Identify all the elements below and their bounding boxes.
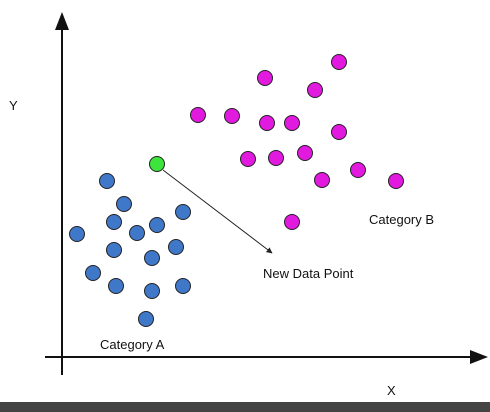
category-a-point — [108, 278, 124, 294]
category-b-point — [388, 173, 404, 189]
category-b-point — [284, 115, 300, 131]
category-a-point — [149, 217, 165, 233]
category-a-point — [99, 173, 115, 189]
category-a-point — [144, 283, 160, 299]
category-a-point — [85, 265, 101, 281]
category-a-point — [175, 204, 191, 220]
category-b-points — [190, 54, 404, 230]
category-a-points — [69, 173, 191, 327]
category-b-point — [190, 107, 206, 123]
category-a-point — [138, 311, 154, 327]
bottom-bar — [0, 402, 490, 412]
category-a-point — [175, 278, 191, 294]
category-b-point — [314, 172, 330, 188]
category-a-point — [106, 242, 122, 258]
category-b-point — [257, 70, 273, 86]
x-axis-label: X — [387, 383, 396, 398]
x-axis — [45, 350, 488, 364]
category-b-point — [297, 145, 313, 161]
category-b-label: Category B — [369, 212, 434, 227]
category-b-point — [284, 214, 300, 230]
category-a-point — [106, 214, 122, 230]
category-a-point — [144, 250, 160, 266]
category-b-point — [350, 162, 366, 178]
new-data-point — [149, 156, 165, 172]
category-b-point — [259, 115, 275, 131]
y-axis-label: Y — [9, 98, 18, 113]
category-b-point — [240, 151, 256, 167]
category-b-point — [268, 150, 284, 166]
new-point-arrow — [162, 169, 273, 254]
category-b-point — [307, 82, 323, 98]
category-b-point — [331, 124, 347, 140]
category-b-point — [331, 54, 347, 70]
category-a-label: Category A — [100, 337, 165, 352]
category-a-point — [168, 239, 184, 255]
category-a-point — [129, 225, 145, 241]
category-a-point — [69, 226, 85, 242]
category-b-point — [224, 108, 240, 124]
y-axis — [55, 12, 69, 375]
category-a-point — [116, 196, 132, 212]
new-point-label: New Data Point — [263, 266, 354, 281]
